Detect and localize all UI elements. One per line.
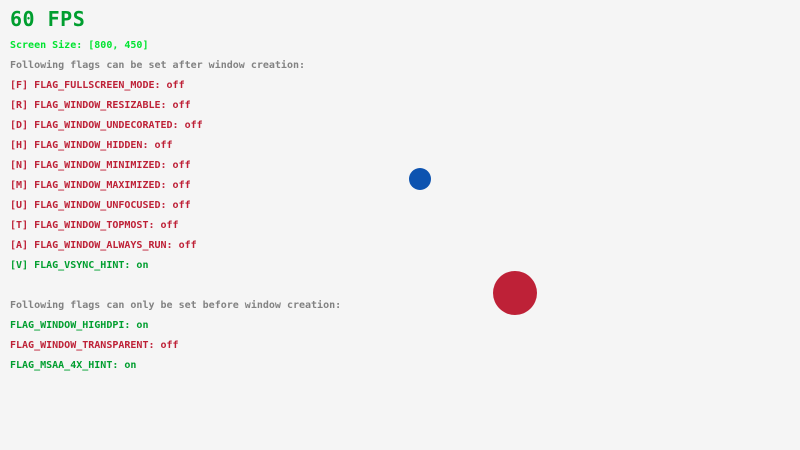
flag-row-window-minimized: [N] FLAG_WINDOW_MINIMIZED: off — [10, 160, 191, 171]
flag-row-window-topmost: [T] FLAG_WINDOW_TOPMOST: off — [10, 220, 179, 231]
screen-size-label: Screen Size: [800, 450] — [10, 40, 149, 51]
flag-row-msaa-4x-hint: FLAG_MSAA_4X_HINT: on — [10, 360, 137, 371]
fps-counter: 60 FPS — [10, 7, 86, 31]
flag-row-window-resizable: [R] FLAG_WINDOW_RESIZABLE: off — [10, 100, 191, 111]
flag-row-fullscreen-mode: [F] FLAG_FULLSCREEN_MODE: off — [10, 80, 185, 91]
flag-row-window-hidden: [H] FLAG_WINDOW_HIDDEN: off — [10, 140, 173, 151]
flag-row-window-always-run: [A] FLAG_WINDOW_ALWAYS_RUN: off — [10, 240, 197, 251]
flag-row-window-unfocused: [U] FLAG_WINDOW_UNFOCUSED: off — [10, 200, 191, 211]
flag-row-window-transparent: FLAG_WINDOW_TRANSPARENT: off — [10, 340, 179, 351]
flags-section-after-creation: Following flags can be set after window … — [10, 60, 305, 280]
red-ball — [493, 271, 537, 315]
section-heading-before: Following flags can only be set before w… — [10, 300, 342, 311]
flag-row-window-maximized: [M] FLAG_WINDOW_MAXIMIZED: off — [10, 180, 191, 191]
flag-row-window-highdpi: FLAG_WINDOW_HIGHDPI: on — [10, 320, 149, 331]
flag-row-window-undecorated: [D] FLAG_WINDOW_UNDECORATED: off — [10, 120, 203, 131]
section-heading-after: Following flags can be set after window … — [10, 60, 306, 71]
flag-row-vsync-hint: [V] FLAG_VSYNC_HINT: on — [10, 260, 149, 271]
blue-ball — [409, 168, 431, 190]
flags-section-before-creation: Following flags can only be set before w… — [10, 300, 341, 380]
